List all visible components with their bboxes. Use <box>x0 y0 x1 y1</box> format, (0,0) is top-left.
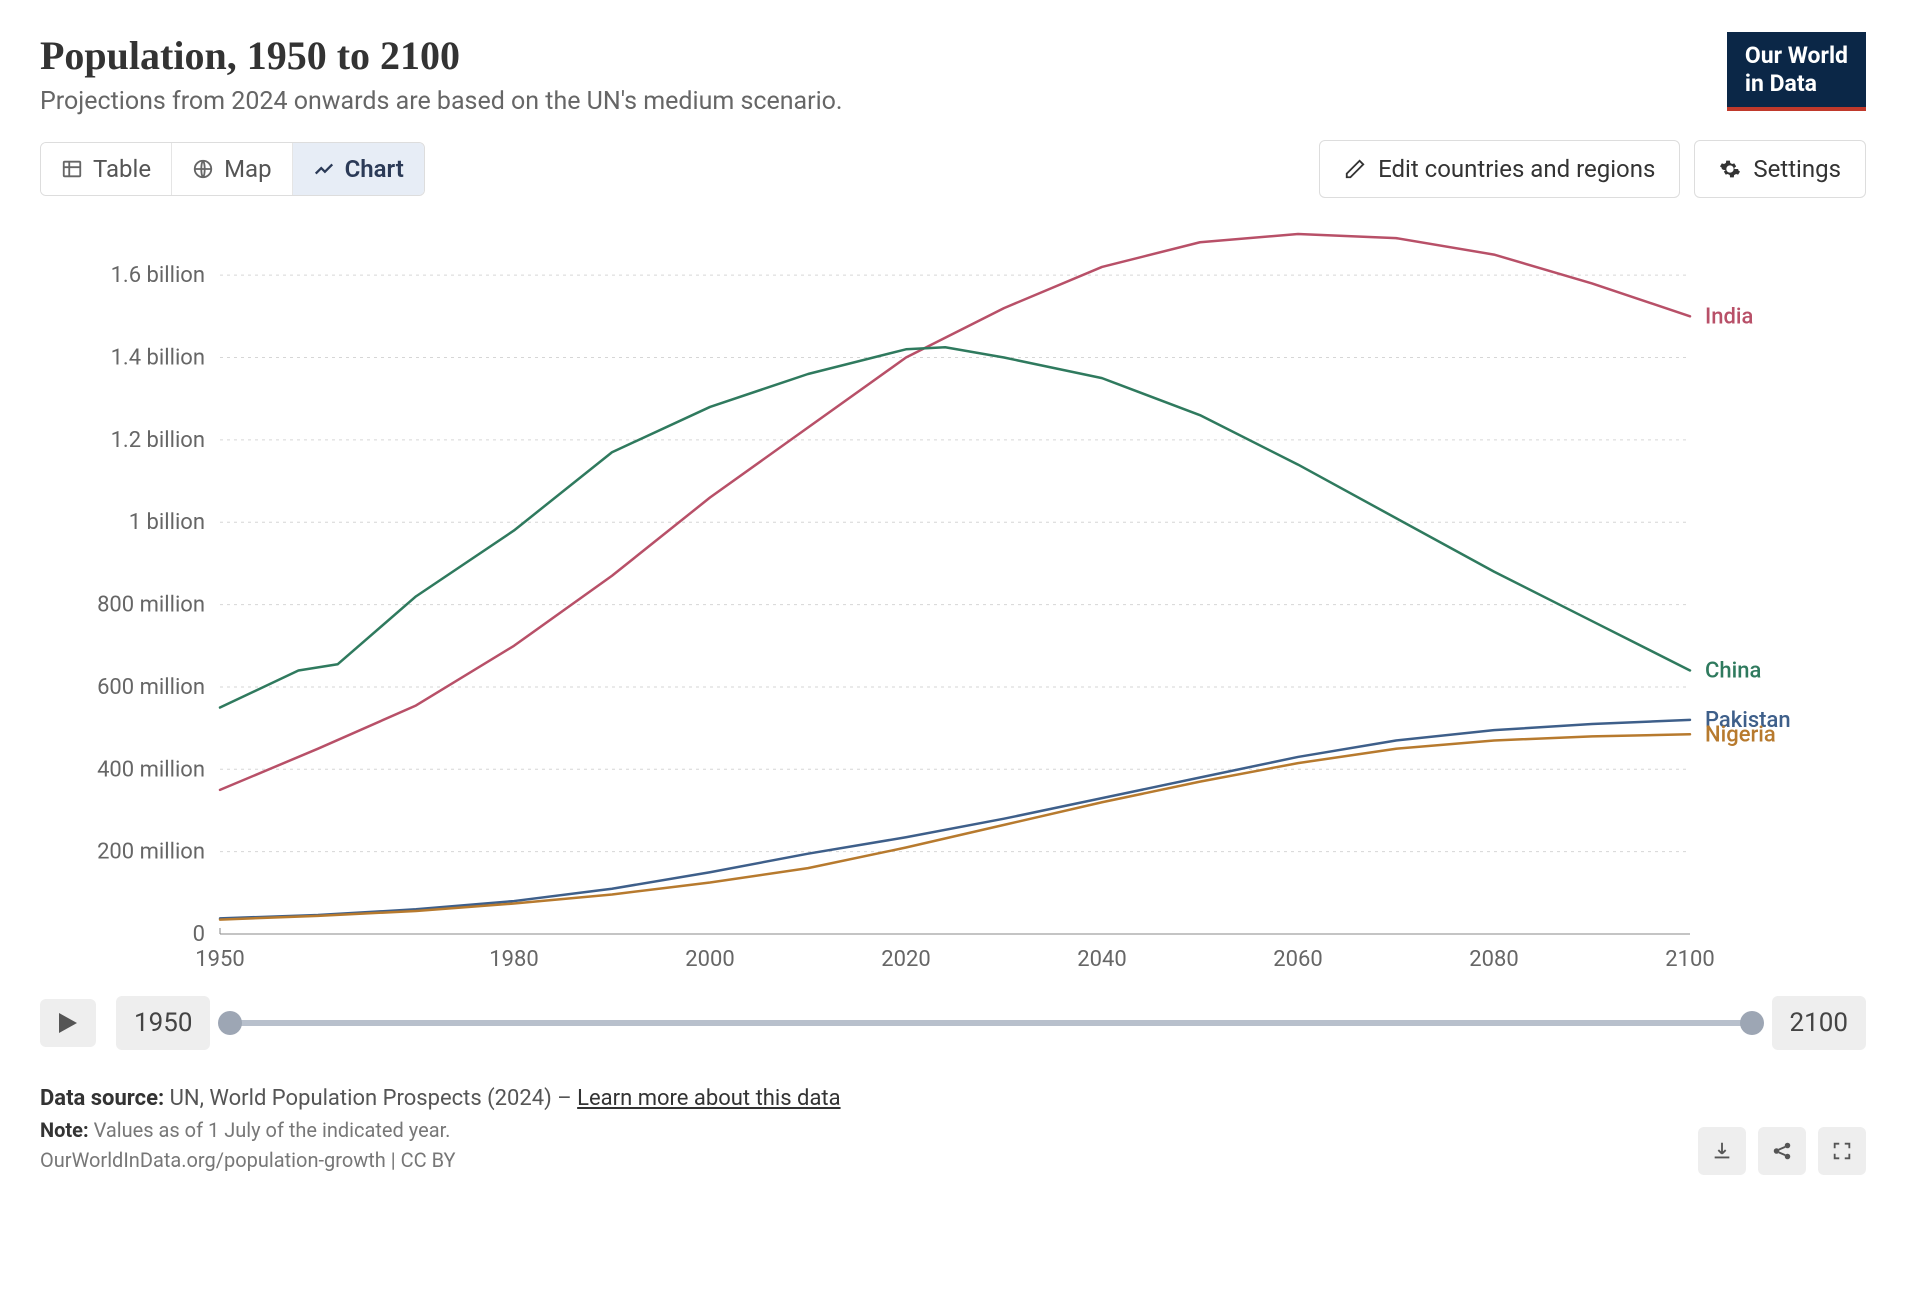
footer-text: Data source: UN, World Population Prospe… <box>40 1082 841 1175</box>
svg-text:2080: 2080 <box>1469 947 1518 972</box>
fullscreen-button[interactable] <box>1818 1127 1866 1175</box>
view-tabs: Table Map Chart <box>40 142 425 196</box>
tab-map-label: Map <box>224 155 271 183</box>
table-icon <box>61 158 83 180</box>
tab-chart-label: Chart <box>345 155 404 183</box>
logo-line-1: Our World <box>1745 42 1848 70</box>
svg-text:2040: 2040 <box>1077 947 1126 972</box>
data-source-label: Data source: <box>40 1086 164 1111</box>
population-chart[interactable]: 0 200 million 400 million 600 million 800 mi… <box>40 214 1866 984</box>
timeline-row: 1950 2100 <box>40 996 1866 1050</box>
settings-label: Settings <box>1753 155 1841 183</box>
edit-countries-label: Edit countries and regions <box>1378 155 1655 183</box>
right-buttons: Edit countries and regions Settings <box>1319 140 1866 198</box>
timeline-slider[interactable] <box>230 1020 1751 1026</box>
share-icon <box>1771 1140 1793 1162</box>
svg-text:1 billion: 1 billion <box>129 510 205 535</box>
note-text: Values as of 1 July of the indicated yea… <box>89 1118 451 1142</box>
svg-text:1980: 1980 <box>489 947 538 972</box>
tab-table-label: Table <box>93 155 151 183</box>
title-block: Population, 1950 to 2100 Projections fro… <box>40 32 1727 116</box>
data-source-text: UN, World Population Prospects (2024) – <box>164 1086 577 1111</box>
owid-logo[interactable]: Our World in Data <box>1727 32 1866 111</box>
svg-text:1.6 billion: 1.6 billion <box>111 263 205 288</box>
svg-text:2060: 2060 <box>1273 947 1322 972</box>
header-row: Population, 1950 to 2100 Projections fro… <box>40 32 1866 116</box>
logo-line-2: in Data <box>1745 70 1848 98</box>
timeline-handle-end[interactable] <box>1740 1011 1764 1035</box>
pencil-icon <box>1344 158 1366 180</box>
footer-icons <box>1698 1127 1866 1175</box>
footer: Data source: UN, World Population Prospe… <box>40 1082 1866 1175</box>
timeline-end-year: 2100 <box>1772 996 1866 1050</box>
svg-text:China: China <box>1705 658 1761 683</box>
svg-text:400 million: 400 million <box>97 757 205 782</box>
tab-chart[interactable]: Chart <box>293 143 424 195</box>
svg-text:2000: 2000 <box>685 947 734 972</box>
page-title: Population, 1950 to 2100 <box>40 32 1727 79</box>
download-button[interactable] <box>1698 1127 1746 1175</box>
globe-icon <box>192 158 214 180</box>
share-button[interactable] <box>1758 1127 1806 1175</box>
svg-text:1.4 billion: 1.4 billion <box>111 346 205 371</box>
tab-table[interactable]: Table <box>41 143 172 195</box>
svg-text:800 million: 800 million <box>97 593 205 618</box>
chart-line-icon <box>313 158 335 180</box>
learn-more-link[interactable]: Learn more about this data <box>577 1086 840 1111</box>
attribution-text: OurWorldInData.org/population-growth | C… <box>40 1145 841 1175</box>
fullscreen-icon <box>1831 1140 1853 1162</box>
svg-text:200 million: 200 million <box>97 840 205 865</box>
chart-area: 0 200 million 400 million 600 million 800 mi… <box>40 214 1866 984</box>
edit-countries-button[interactable]: Edit countries and regions <box>1319 140 1680 198</box>
svg-text:2100: 2100 <box>1665 947 1714 972</box>
svg-text:600 million: 600 million <box>97 675 205 700</box>
controls-row: Table Map Chart Edit countries and regio… <box>40 140 1866 198</box>
page-subtitle: Projections from 2024 onwards are based … <box>40 87 1727 116</box>
timeline-handle-start[interactable] <box>218 1011 242 1035</box>
svg-text:0: 0 <box>193 922 205 947</box>
play-button[interactable] <box>40 999 96 1047</box>
svg-text:India: India <box>1705 304 1753 329</box>
tab-map[interactable]: Map <box>172 143 292 195</box>
svg-text:2020: 2020 <box>881 947 930 972</box>
svg-text:Nigeria: Nigeria <box>1705 722 1776 747</box>
gear-icon <box>1719 158 1741 180</box>
note-label: Note: <box>40 1118 89 1142</box>
play-icon <box>59 1013 77 1033</box>
svg-text:1950: 1950 <box>195 947 244 972</box>
settings-button[interactable]: Settings <box>1694 140 1866 198</box>
svg-text:1.2 billion: 1.2 billion <box>111 428 205 453</box>
timeline-start-year: 1950 <box>116 996 210 1050</box>
download-icon <box>1711 1140 1733 1162</box>
